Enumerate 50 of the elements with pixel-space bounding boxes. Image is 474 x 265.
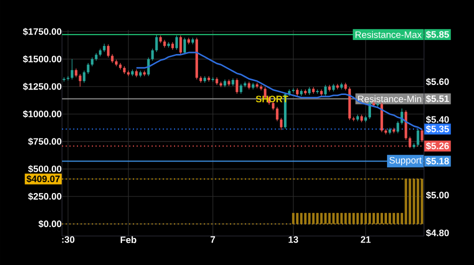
candlestick xyxy=(175,35,178,50)
x-tick-label: 7 xyxy=(210,236,216,243)
y2-tick-label: $5.60 xyxy=(426,78,449,86)
candlestick xyxy=(276,106,278,122)
ref-line-label: Support xyxy=(389,156,422,166)
x-tick-label: Feb xyxy=(120,236,136,244)
y-tick-label: $1500.00 xyxy=(22,55,62,63)
candlestick xyxy=(82,70,86,84)
y2-tick-label: $5.35 xyxy=(426,125,449,133)
candlestick xyxy=(155,34,158,52)
candlestick xyxy=(183,37,186,55)
y-tick-label: $1750.00 xyxy=(22,28,62,36)
y2-tick-label: $5.00 xyxy=(426,191,449,199)
x-tick-label: 13 xyxy=(288,236,298,243)
y-tick-label: $409.07 xyxy=(26,175,60,183)
y-tick-label: $250.00 xyxy=(28,192,62,200)
candlestick xyxy=(408,136,412,148)
candlestick xyxy=(244,81,246,88)
candlestick xyxy=(416,128,420,147)
y2-tick-label: $5.26 xyxy=(426,142,449,150)
candlestick xyxy=(106,44,110,58)
candlestick xyxy=(336,84,339,90)
candlestick xyxy=(280,118,283,130)
candlestick xyxy=(86,62,90,74)
y2-tick-label: $4.80 xyxy=(426,229,449,237)
y2-tick-label: $5.40 xyxy=(426,116,449,124)
x-tick-label: 21 xyxy=(360,236,371,243)
candlestick xyxy=(396,120,400,134)
candlestick xyxy=(62,76,66,82)
y-tick-label: $1250.00 xyxy=(22,82,62,90)
y2-tick-label: $5.18 xyxy=(426,157,449,165)
y2-tick-label: $5.85 xyxy=(426,30,449,38)
x-tick-label: :30 xyxy=(62,236,74,243)
candlestick xyxy=(240,84,242,94)
ref-line-label: Resistance-Min xyxy=(358,95,422,102)
ref-line-label: Resistance-Max xyxy=(356,31,422,38)
candlestick xyxy=(179,35,182,55)
candlestick xyxy=(147,57,150,76)
candlestick xyxy=(324,84,327,96)
y-tick-label: $750.00 xyxy=(28,138,62,146)
candlestick xyxy=(70,58,74,80)
candlestick xyxy=(420,128,424,142)
candlestick xyxy=(66,76,70,81)
candlestick xyxy=(236,78,238,94)
y-tick-label: $1000.00 xyxy=(22,110,62,118)
candlestick xyxy=(151,48,154,62)
y2-tick-label: $5.51 xyxy=(426,94,449,103)
candlestick xyxy=(78,74,82,87)
y-tick-label: $500.00 xyxy=(28,165,62,173)
y-tick-label: $0.00 xyxy=(38,220,62,228)
